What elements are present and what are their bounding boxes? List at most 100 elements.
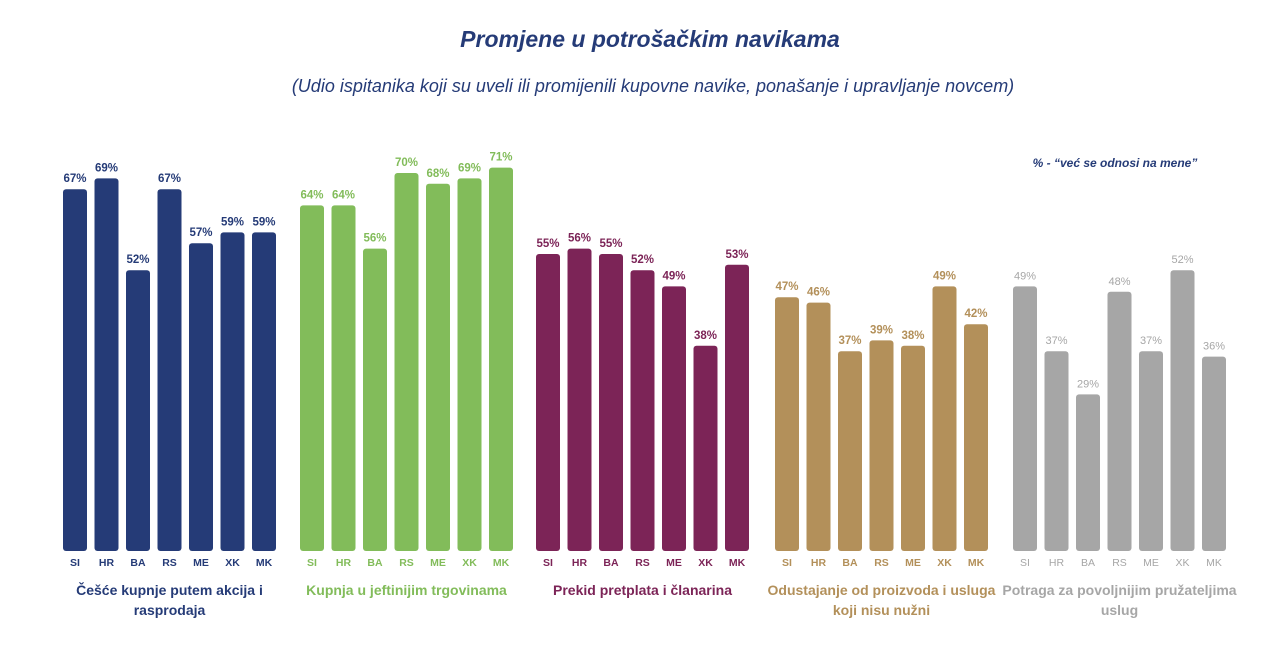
tick-label-4-hr: HR [1049,557,1065,569]
tick-label-0-rs: RS [162,557,177,569]
bar-0-ba [126,270,150,551]
tick-label-2-si: SI [543,557,553,569]
data-label-2-ba: 55% [599,238,622,250]
group-label-4: Potraga za povoljnijim pružateljima uslu… [1002,582,1237,618]
data-label-1-hr: 64% [332,189,355,201]
tick-label-3-ba: BA [842,557,858,569]
bar-2-si [536,254,560,551]
bar-0-si [63,189,87,551]
bar-4-si [1013,286,1037,551]
tick-label-4-si: SI [1020,557,1030,569]
data-label-1-xk: 69% [458,162,481,174]
data-label-4-xk: 52% [1171,254,1193,266]
bar-4-mk [1202,356,1226,551]
bar-3-me [901,345,925,551]
bar-0-mk [252,232,276,551]
bar-2-rs [630,270,655,551]
data-label-2-rs: 52% [631,254,654,266]
data-label-4-rs: 48% [1108,276,1130,288]
tick-label-1-hr: HR [336,557,352,569]
tick-label-1-mk: MK [493,557,510,569]
tick-label-0-si: SI [70,557,80,569]
bar-0-me [189,243,213,551]
bar-3-mk [964,324,988,551]
group-label-3: Odustajanje od proizvoda i usluga koji n… [767,582,996,618]
data-label-3-me: 38% [901,330,924,342]
bar-1-me [426,183,450,552]
tick-label-3-xk: XK [937,557,952,569]
group-label-2: Prekid pretplata i članarina [553,582,732,598]
bar-3-ba [838,351,862,551]
chart-note: % - “već se odnosi na mene” [1032,156,1198,170]
data-label-2-hr: 56% [568,233,591,245]
data-label-0-rs: 67% [158,173,181,185]
data-label-3-hr: 46% [807,287,830,299]
tick-label-4-ba: BA [1081,557,1095,569]
data-label-4-me: 37% [1140,335,1162,347]
data-label-2-si: 55% [536,238,559,250]
tick-label-0-xk: XK [225,557,240,569]
data-label-1-ba: 56% [363,233,386,245]
bar-0-rs [157,189,182,551]
bar-3-rs [869,340,894,551]
bar-1-mk [489,167,513,551]
bar-3-xk [932,286,957,551]
tick-label-0-me: ME [193,557,209,569]
tick-label-2-ba: BA [603,557,619,569]
data-label-3-si: 47% [775,281,798,293]
tick-label-1-xk: XK [462,557,477,569]
data-label-4-hr: 37% [1045,335,1067,347]
tick-label-4-me: ME [1143,557,1159,569]
tick-label-2-mk: MK [729,557,746,569]
bar-2-ba [599,254,623,551]
bar-2-me [662,286,686,551]
bar-1-ba [363,248,387,551]
data-label-1-rs: 70% [395,157,418,169]
tick-label-3-hr: HR [811,557,827,569]
group-label-1: Kupnja u jeftinijim trgovinama [306,582,507,598]
bar-1-hr [331,205,356,551]
data-label-3-ba: 37% [838,335,861,347]
data-label-0-ba: 52% [126,254,149,266]
tick-label-0-mk: MK [256,557,273,569]
tick-label-0-hr: HR [99,557,115,569]
data-label-0-xk: 59% [221,216,244,228]
data-label-0-me: 57% [189,227,212,239]
data-label-1-mk: 71% [489,152,512,164]
tick-label-1-rs: RS [399,557,414,569]
bar-3-hr [806,302,831,551]
bar-2-xk [693,345,718,551]
tick-label-2-xk: XK [698,557,713,569]
tick-label-4-mk: MK [1206,557,1222,569]
data-label-0-mk: 59% [252,216,275,228]
data-label-2-me: 49% [662,270,685,282]
data-label-0-hr: 69% [95,162,118,174]
bar-0-hr [94,178,119,551]
data-label-1-me: 68% [426,168,449,180]
bar-2-hr [567,248,592,551]
data-label-2-mk: 53% [725,249,748,261]
tick-label-1-me: ME [430,557,446,569]
bar-1-rs [394,173,419,551]
chart-title: Promjene u potrošačkim navikama [460,26,840,52]
group-label-0: Češće kupnje putem akcija i rasprodaja [76,582,263,618]
data-label-3-rs: 39% [870,324,893,336]
bar-4-xk [1170,270,1195,551]
tick-label-3-rs: RS [874,557,889,569]
data-label-3-mk: 42% [964,308,987,320]
tick-label-3-mk: MK [968,557,985,569]
data-label-4-ba: 29% [1077,378,1099,390]
data-label-0-si: 67% [63,173,86,185]
tick-label-2-me: ME [666,557,682,569]
tick-label-3-si: SI [782,557,792,569]
bar-4-hr [1044,351,1069,551]
bar-4-ba [1076,394,1100,551]
tick-label-2-hr: HR [572,557,588,569]
bar-3-si [775,297,799,551]
data-label-1-si: 64% [300,189,323,201]
bar-1-xk [457,178,482,551]
data-label-3-xk: 49% [933,270,956,282]
data-label-4-mk: 36% [1203,341,1225,353]
